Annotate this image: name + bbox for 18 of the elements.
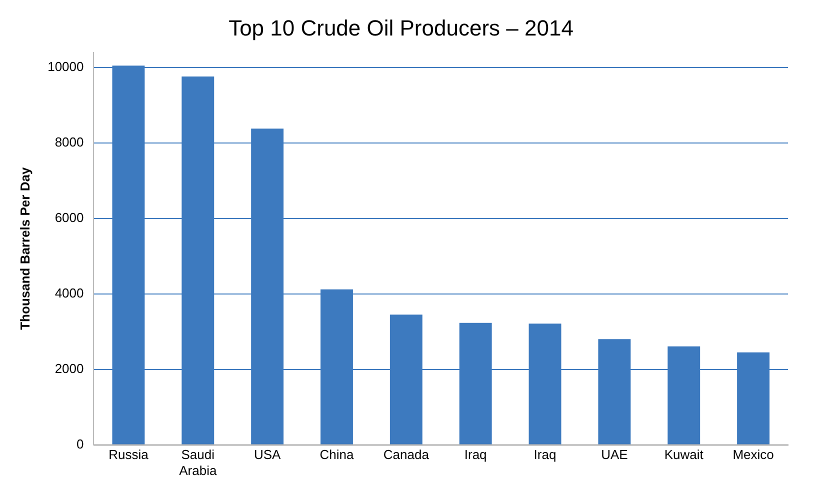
chart-title: Top 10 Crude Oil Producers – 2014 — [228, 15, 574, 40]
y-tick-label: 2000 — [54, 360, 84, 376]
y-tick-label: 4000 — [54, 285, 84, 300]
x-tick-label: Iraq — [464, 447, 487, 462]
x-tick-label: China — [320, 447, 354, 462]
x-tick-label: Canada — [383, 447, 430, 462]
x-tick-label: Kuwait — [664, 447, 704, 462]
x-tick-label: Saudi Arabia — [179, 447, 218, 478]
y-tick-label: 8000 — [54, 134, 84, 150]
x-tick-label: Iraq — [534, 447, 556, 462]
x-tick-label: USA — [254, 447, 282, 462]
x-tick-label: Russia — [108, 447, 150, 462]
x-tick-label: UAE — [601, 447, 628, 462]
y-tick-label: 10000 — [48, 59, 84, 74]
y-tick-label: 0 — [76, 436, 84, 452]
y-tick-label: 6000 — [54, 210, 84, 225]
y-axis-title: Thousand Barrels Per Day — [17, 166, 32, 330]
x-tick-label: Mexico — [732, 447, 774, 462]
